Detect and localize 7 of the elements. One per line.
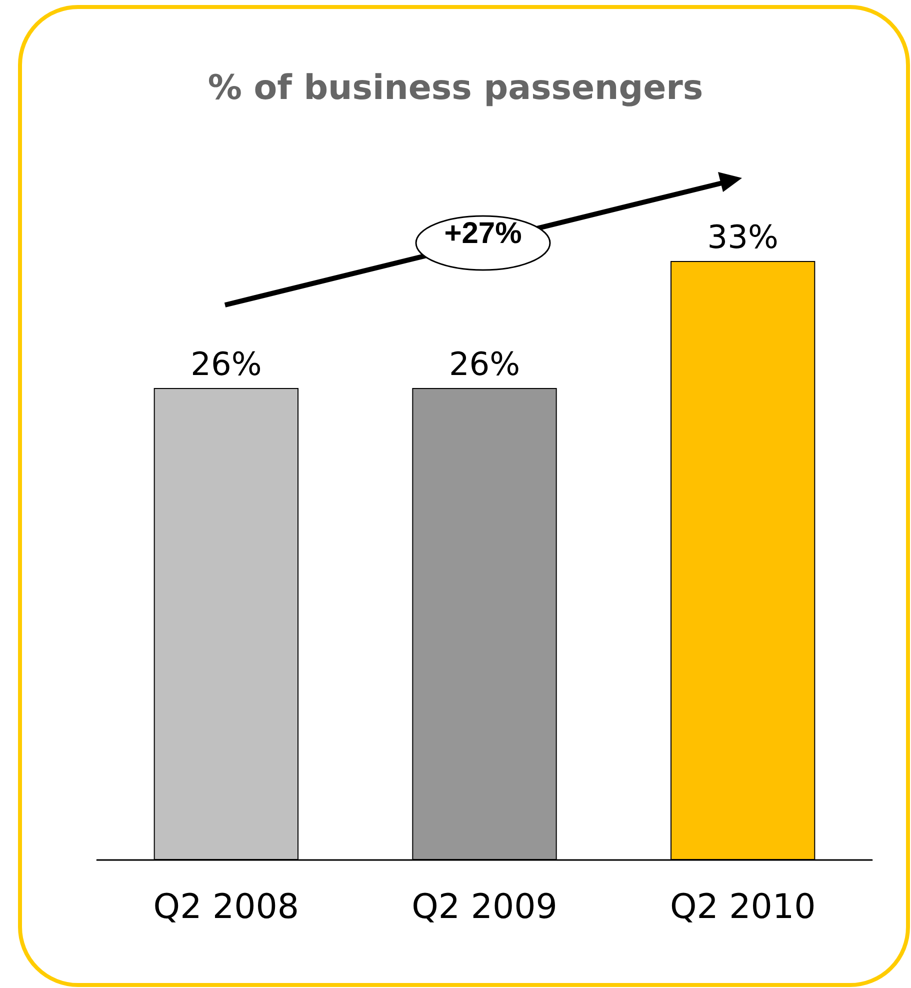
x-tick-label: Q2 2010 <box>670 887 816 927</box>
x-tick-label: Q2 2008 <box>153 887 300 927</box>
data-label: 26% <box>448 345 520 384</box>
data-label: 33% <box>707 218 778 256</box>
chart-title: % of business passengers <box>206 68 704 108</box>
x-tick-label: Q2 2009 <box>412 887 558 927</box>
data-label: 26% <box>190 345 262 384</box>
